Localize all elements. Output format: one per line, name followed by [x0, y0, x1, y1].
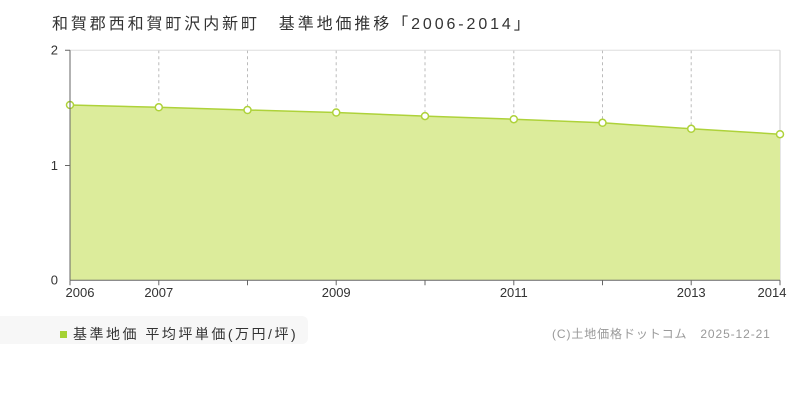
svg-text:2: 2	[51, 43, 58, 58]
svg-text:0: 0	[51, 273, 58, 288]
svg-text:1: 1	[51, 158, 58, 173]
svg-text:2011: 2011	[500, 285, 528, 300]
svg-text:2013: 2013	[677, 285, 706, 300]
svg-text:2006: 2006	[66, 285, 95, 300]
svg-text:2009: 2009	[322, 285, 351, 300]
svg-text:2007: 2007	[144, 285, 173, 300]
svg-text:2014: 2014	[758, 285, 787, 300]
